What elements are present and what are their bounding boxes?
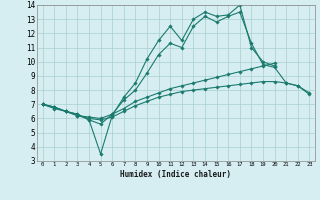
X-axis label: Humidex (Indice chaleur): Humidex (Indice chaleur) — [121, 170, 231, 179]
